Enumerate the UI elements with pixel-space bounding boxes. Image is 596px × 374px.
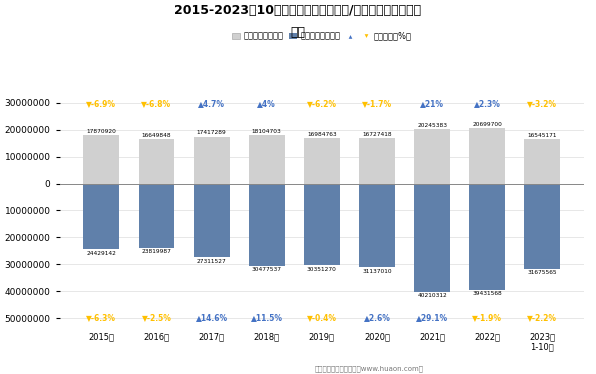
Bar bbox=[194, 184, 229, 257]
Bar bbox=[359, 184, 395, 267]
Text: 39431568: 39431568 bbox=[472, 291, 502, 296]
Text: ▼-6.8%: ▼-6.8% bbox=[141, 98, 172, 108]
Text: 30351270: 30351270 bbox=[307, 267, 337, 272]
Text: ▼-0.4%: ▼-0.4% bbox=[307, 313, 337, 322]
Text: ▼-2.5%: ▼-2.5% bbox=[141, 313, 172, 322]
Bar bbox=[83, 184, 119, 249]
Text: ▲21%: ▲21% bbox=[420, 98, 444, 108]
Text: 16545171: 16545171 bbox=[527, 133, 557, 138]
Bar bbox=[469, 184, 505, 290]
Bar bbox=[524, 139, 560, 184]
Text: 制图：华经产业研究院（www.huaon.com）: 制图：华经产业研究院（www.huaon.com） bbox=[315, 365, 424, 372]
Text: 27311527: 27311527 bbox=[197, 258, 226, 264]
Text: ▲4%: ▲4% bbox=[257, 98, 276, 108]
Bar bbox=[524, 184, 560, 269]
Text: 17417289: 17417289 bbox=[197, 131, 226, 135]
Text: ▲14.6%: ▲14.6% bbox=[195, 313, 228, 322]
Bar bbox=[249, 184, 285, 266]
Bar bbox=[304, 184, 340, 266]
Bar bbox=[194, 137, 229, 184]
Text: ▼-6.3%: ▼-6.3% bbox=[86, 313, 116, 322]
Bar bbox=[249, 135, 285, 184]
Bar bbox=[359, 138, 395, 184]
Text: 24429142: 24429142 bbox=[86, 251, 116, 256]
Text: 20245383: 20245383 bbox=[417, 123, 447, 128]
Text: ▼-6.9%: ▼-6.9% bbox=[86, 98, 116, 108]
Text: 18104703: 18104703 bbox=[252, 129, 281, 134]
Bar bbox=[414, 129, 450, 184]
Text: ▼-1.9%: ▼-1.9% bbox=[472, 313, 502, 322]
Text: ▼-3.2%: ▼-3.2% bbox=[527, 98, 557, 108]
Bar bbox=[469, 128, 505, 184]
Text: 17870920: 17870920 bbox=[86, 129, 116, 134]
Text: 16649848: 16649848 bbox=[142, 132, 171, 138]
Text: ▲29.1%: ▲29.1% bbox=[416, 313, 448, 322]
Bar bbox=[138, 139, 175, 184]
Text: 统计: 统计 bbox=[290, 26, 306, 39]
Text: ▼-1.7%: ▼-1.7% bbox=[362, 98, 392, 108]
Legend: 出口额（万美元）, 进口额（万美元）, , 同比增长（%）: 出口额（万美元）, 进口额（万美元）, , 同比增长（%） bbox=[232, 32, 412, 41]
Bar bbox=[138, 184, 175, 248]
Text: ▼-6.2%: ▼-6.2% bbox=[307, 98, 337, 108]
Text: ▲2.3%: ▲2.3% bbox=[474, 98, 501, 108]
Text: 40210312: 40210312 bbox=[417, 293, 447, 298]
Text: 23819987: 23819987 bbox=[141, 249, 172, 254]
Text: ▲2.6%: ▲2.6% bbox=[364, 313, 390, 322]
Text: 2015-2023年10月上海市（境内目的地/货源地）进、出口额: 2015-2023年10月上海市（境内目的地/货源地）进、出口额 bbox=[175, 4, 421, 17]
Text: 30477537: 30477537 bbox=[252, 267, 282, 272]
Bar bbox=[414, 184, 450, 292]
Bar bbox=[83, 135, 119, 184]
Text: 16727418: 16727418 bbox=[362, 132, 392, 137]
Text: 16984763: 16984763 bbox=[307, 132, 337, 137]
Text: ▼-2.2%: ▼-2.2% bbox=[527, 313, 557, 322]
Bar bbox=[304, 138, 340, 184]
Text: ▲4.7%: ▲4.7% bbox=[198, 98, 225, 108]
Text: ▲11.5%: ▲11.5% bbox=[251, 313, 283, 322]
Text: 31137010: 31137010 bbox=[362, 269, 392, 274]
Text: 31675565: 31675565 bbox=[527, 270, 557, 275]
Text: 20699700: 20699700 bbox=[472, 122, 502, 127]
